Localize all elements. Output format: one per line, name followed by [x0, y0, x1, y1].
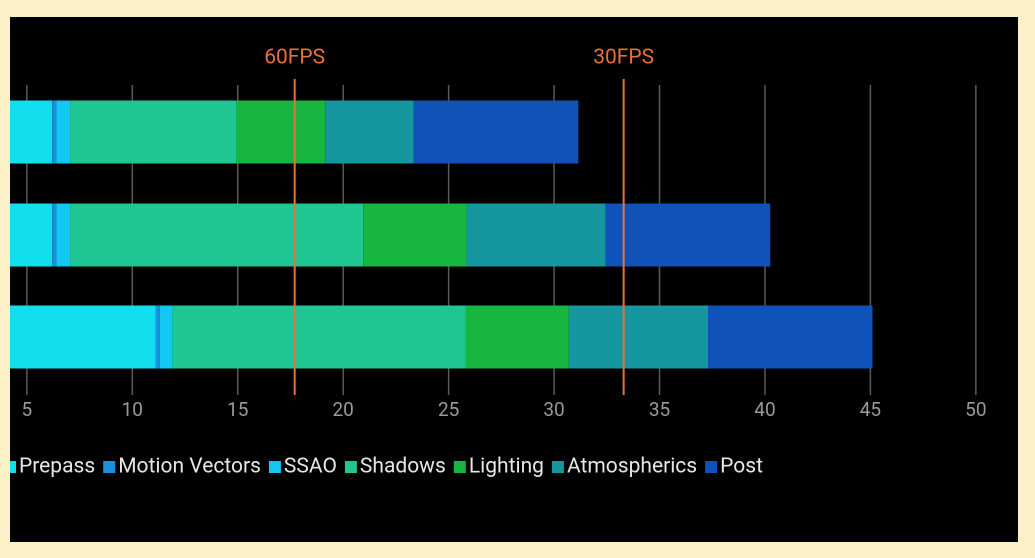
legend-label: Lighting	[469, 455, 544, 479]
legend-label: SSAO	[284, 455, 337, 479]
x-tick-label: 20	[333, 398, 354, 421]
bar-segment	[363, 203, 467, 267]
overlay: 5 10 15 20 25 30 35 40 45 50 60FPS 30FPS Prepass Moti…	[10, 46, 987, 479]
bars	[10, 100, 873, 369]
bar-segment	[70, 100, 237, 164]
bar-segment	[568, 305, 709, 369]
bar-segment	[10, 203, 53, 267]
bar-segment	[172, 305, 466, 369]
x-tick-label: 30	[543, 398, 564, 421]
bar-segment	[325, 100, 414, 164]
bar-segment	[708, 305, 873, 369]
legend-marker	[344, 461, 357, 473]
bar-segment	[70, 203, 364, 267]
legend-marker	[10, 461, 16, 473]
bar-segment	[413, 100, 579, 164]
legend-marker	[453, 461, 466, 473]
legend-label: Motion Vectors	[118, 455, 261, 479]
x-tick-label: 5	[22, 398, 33, 421]
bar-segment	[605, 203, 771, 267]
chart: 5 10 15 20 25 30 35 40 45 50 60FPS 30FPS Prepass Moti…	[10, 17, 1018, 542]
legend-marker	[551, 461, 564, 473]
legend-label: Prepass	[19, 455, 95, 479]
x-tick-label: 50	[965, 398, 986, 421]
bar-segment	[56, 100, 71, 164]
legend-label: Atmospherics	[567, 455, 697, 479]
x-tick-label: 15	[227, 398, 248, 421]
legend-marker	[103, 461, 116, 473]
bar-segment	[10, 305, 156, 369]
annotation-label: 30FPS	[593, 46, 654, 70]
bar-segment	[236, 100, 326, 164]
legend-label: Shadows	[360, 455, 446, 479]
bar-segment	[466, 203, 606, 267]
bar-segment	[155, 305, 160, 369]
x-tick-label: 25	[438, 398, 459, 421]
bar-segment	[56, 203, 71, 267]
x-tick-label: 10	[122, 398, 143, 421]
bar-segment	[52, 203, 57, 267]
bar-segment	[465, 305, 569, 369]
legend-marker	[268, 461, 281, 473]
legend-marker	[705, 461, 718, 473]
bar-segment	[159, 305, 173, 369]
bar-segment	[10, 100, 53, 164]
x-tick-label: 40	[754, 398, 775, 421]
bar-segment	[52, 100, 57, 164]
legend-label: Post	[720, 455, 763, 479]
x-tick-label: 45	[860, 398, 881, 421]
annotation-label: 60FPS	[264, 46, 325, 70]
x-tick-label: 35	[649, 398, 670, 421]
